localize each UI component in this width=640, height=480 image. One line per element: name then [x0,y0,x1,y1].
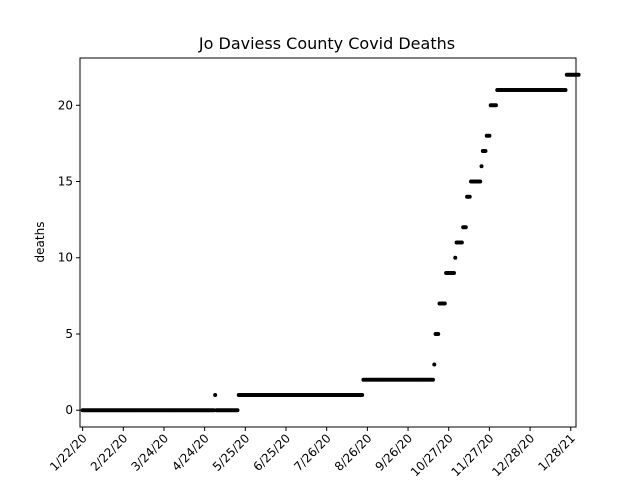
data-point [576,72,581,77]
plot-frame [79,57,577,428]
y-tick-label: 10 [58,251,73,265]
x-tick-label: 11/27/20 [449,431,497,479]
data-point [563,88,568,93]
data-point [467,194,472,199]
data-point [213,392,218,397]
y-tick-label: 0 [65,403,73,417]
y-axis-label: deaths [33,222,47,263]
data-point [235,408,240,413]
data-point [442,301,447,306]
x-tick-label: 5/25/20 [210,431,253,474]
x-tick-label: 7/26/20 [291,431,334,474]
data-point [479,164,484,169]
x-tick-label: 10/27/20 [408,431,456,479]
data-point [493,103,498,108]
data-point [463,225,468,230]
x-tick-label: 8/26/20 [332,431,375,474]
data-point [459,240,464,245]
data-point [451,271,456,275]
y-axis: 0 5 10 15 20 [58,98,80,417]
chart-title: Jo Daviess County Covid Deaths [198,34,455,53]
data-point [483,149,488,154]
data-point [453,255,458,260]
y-tick-label: 20 [58,98,73,112]
plot-area [80,72,581,413]
x-tick-label: 12/28/20 [489,431,537,479]
x-tick-label: 4/24/20 [169,431,212,474]
x-tick-label: 2/22/20 [88,431,131,474]
y-tick-label: 5 [65,327,73,341]
data-point [478,179,483,184]
data-point [487,133,492,138]
x-tick-label: 1/22/20 [47,431,90,474]
x-tick-label: 6/25/20 [251,431,294,474]
data-point [436,331,441,336]
data-point [430,377,435,382]
data-point [432,362,437,367]
x-tick-label: 3/24/20 [129,431,172,474]
data-point [360,392,365,397]
x-tick-label: 1/28/21 [535,431,578,474]
y-tick-label: 15 [58,175,73,189]
x-axis: 1/22/202/22/203/24/204/24/205/25/206/25/… [47,427,578,479]
